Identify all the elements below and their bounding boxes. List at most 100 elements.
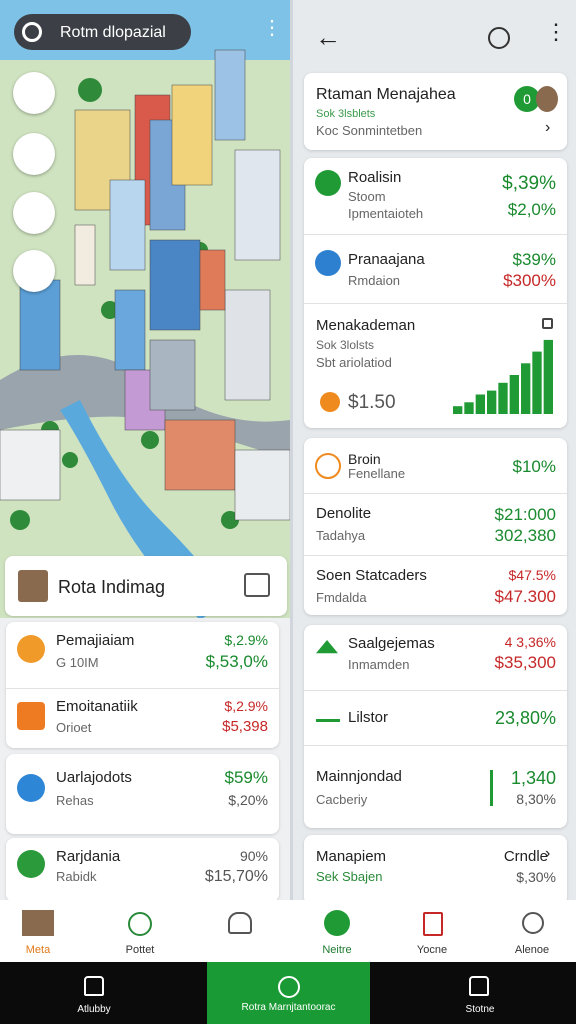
separator [304, 555, 567, 556]
shape [19, 279, 61, 371]
shape [199, 249, 226, 311]
search-pill[interactable] [14, 14, 191, 50]
separator [304, 690, 567, 691]
row-sub: Inmamden [348, 657, 410, 672]
shape [74, 224, 96, 286]
row-change: 1,340 [510, 768, 556, 788]
row-sub: Sek Sbajen [316, 869, 383, 884]
separator [304, 745, 567, 746]
separator [304, 303, 567, 304]
chart-title: Menakademan [316, 317, 416, 334]
shape [164, 419, 236, 491]
row-change: $39% [512, 250, 556, 269]
row-value: $,30% [516, 869, 556, 885]
item-icon [17, 635, 45, 663]
row-title: Denolite [316, 505, 372, 522]
row-value: $2,0% [507, 200, 556, 219]
nav-label[interactable]: Yocne [416, 944, 448, 956]
shape [149, 339, 196, 411]
map-button[interactable] [13, 72, 55, 114]
shape [62, 452, 78, 468]
shape [101, 301, 119, 319]
menu-dots[interactable]: ⋮ [545, 19, 567, 44]
shape [114, 289, 146, 371]
separator [304, 493, 567, 494]
edit-icon[interactable] [244, 573, 270, 597]
item-value: $5,398 [222, 718, 268, 735]
spark-bar [475, 394, 485, 414]
spark-bar [453, 406, 463, 414]
item-value: $,20% [228, 792, 268, 808]
info-icon [542, 318, 553, 329]
spark-bar [521, 363, 531, 414]
nav-label[interactable]: Meta [25, 944, 51, 956]
coin-icon [320, 392, 340, 412]
item-sub: G 10IM [56, 655, 99, 670]
profile-card[interactable] [5, 556, 287, 616]
shape [171, 84, 213, 186]
row-title: Mainnjondad [316, 768, 402, 785]
nav-label[interactable]: Neitre [322, 944, 352, 956]
sys-label[interactable]: Atlubby [77, 1004, 111, 1015]
search-text: Rotm dlopazial [60, 24, 166, 41]
back-button[interactable]: ← [315, 22, 341, 52]
row-icon [316, 710, 340, 722]
nav-icon [128, 912, 152, 936]
row-title: Pranaajana [348, 251, 425, 268]
header-title: Rtaman Menajahea [316, 86, 456, 103]
item-value: $15,70% [204, 868, 268, 885]
chevron: › [545, 119, 551, 136]
separator [304, 234, 567, 235]
sys-label[interactable]: Rotra Marnjtantoorac [241, 1002, 336, 1013]
list-card [304, 438, 567, 615]
profile-title: Rota Indimag [58, 577, 166, 597]
row-action: Crndle [503, 848, 548, 865]
item-title: Rarjdania [56, 848, 121, 865]
shape [0, 49, 290, 521]
item-change: $,2.9% [224, 632, 268, 648]
row-sub: Tadahya [316, 528, 366, 543]
map-button[interactable] [13, 192, 55, 234]
item-title: Uarlajodots [56, 769, 132, 786]
row-change: $21:000 [494, 505, 556, 524]
menu-dots[interactable]: ⋮ [262, 18, 282, 38]
list-card [6, 838, 279, 902]
row-value: $35,300 [494, 653, 556, 672]
map-button[interactable] [13, 250, 55, 292]
row-change: $47.5% [508, 567, 556, 583]
spark-bar [464, 402, 474, 414]
sys-icon [84, 976, 104, 996]
nav-label[interactable]: Pottet [125, 944, 155, 956]
spark-bar [532, 351, 542, 414]
nav-label[interactable]: Alenoe [514, 944, 550, 956]
shape [234, 449, 290, 521]
spark-bar [509, 375, 519, 414]
row-sub: Rmdaion [348, 273, 401, 288]
shape [149, 239, 201, 331]
row-value: $300% [503, 271, 556, 290]
sys-icon [278, 976, 300, 998]
nav-icon[interactable] [228, 912, 252, 934]
row-change: $10% [512, 457, 556, 476]
row-icon [315, 170, 341, 196]
header-line: Koc Sonmintetben [316, 123, 423, 138]
row-icon [315, 453, 341, 479]
shape [214, 49, 246, 141]
nav-avatar [22, 910, 54, 936]
separator [6, 688, 279, 689]
row-value: 8,30% [516, 791, 556, 807]
row-sub: Fmdalda [316, 590, 367, 605]
nav-icon [423, 912, 443, 936]
user-icon[interactable] [488, 27, 510, 49]
item-sub: Rehas [56, 793, 94, 808]
chart-line: Sok 3lolsts [316, 338, 375, 352]
nav-icon [324, 910, 350, 936]
item-title: Pemajiaiam [56, 632, 135, 649]
row-title: Roalisin [348, 169, 402, 186]
sys-label[interactable]: Stotne [465, 1004, 495, 1015]
list-card[interactable] [304, 835, 567, 905]
row-change: 23,80% [494, 708, 556, 728]
item-sub: Orioet [56, 720, 92, 735]
map-button[interactable] [13, 133, 55, 175]
